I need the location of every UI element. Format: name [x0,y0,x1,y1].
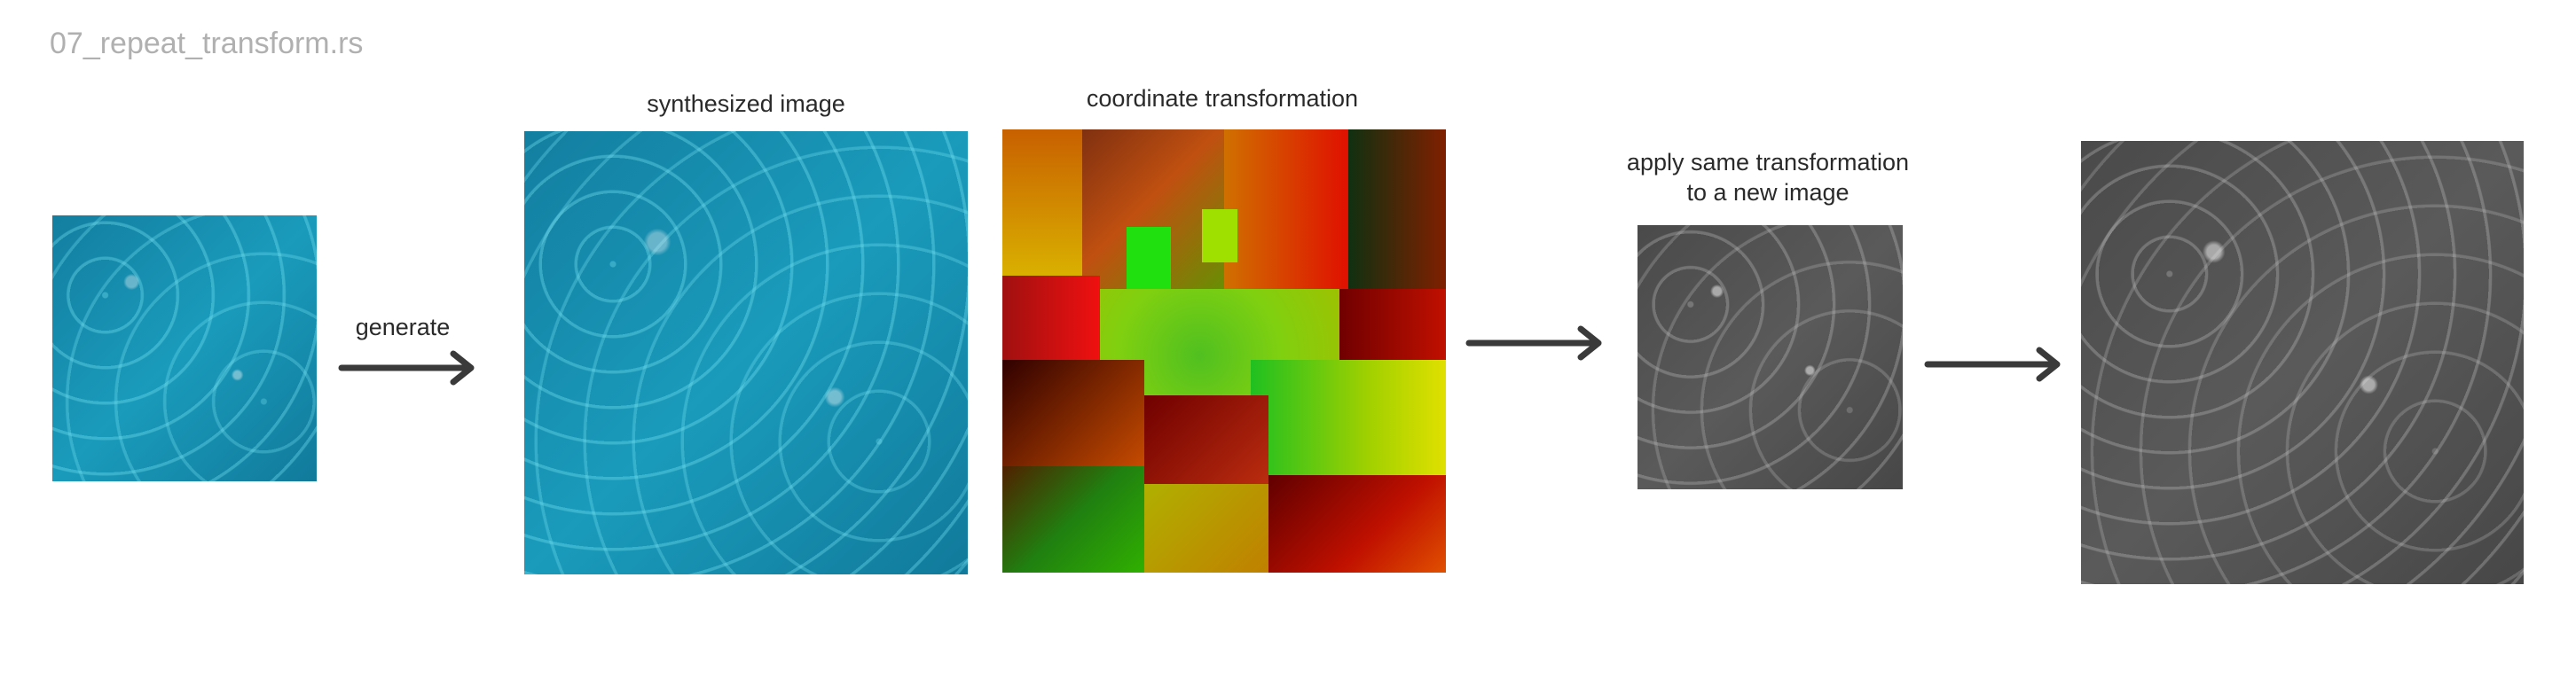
apply-label-line2: to a new image [1686,179,1850,206]
source-water-image [52,215,317,481]
arrow-right-icon [1465,325,1602,361]
coordinate-label: coordinate transformation [1086,85,1359,112]
file-title: 07_repeat_transform.rs [50,27,364,60]
arrow-right-icon [338,350,475,386]
transformed-gray-image [2081,141,2524,584]
new-gray-image [1637,225,1903,489]
synthesized-image [524,131,968,574]
coordinate-transformation-image [1002,129,1446,573]
arrow-right-icon [1924,347,2061,382]
apply-label-line1: apply same transformation [1626,149,1910,176]
synthesized-label: synthesized image [647,90,845,117]
generate-label: generate [355,314,451,340]
